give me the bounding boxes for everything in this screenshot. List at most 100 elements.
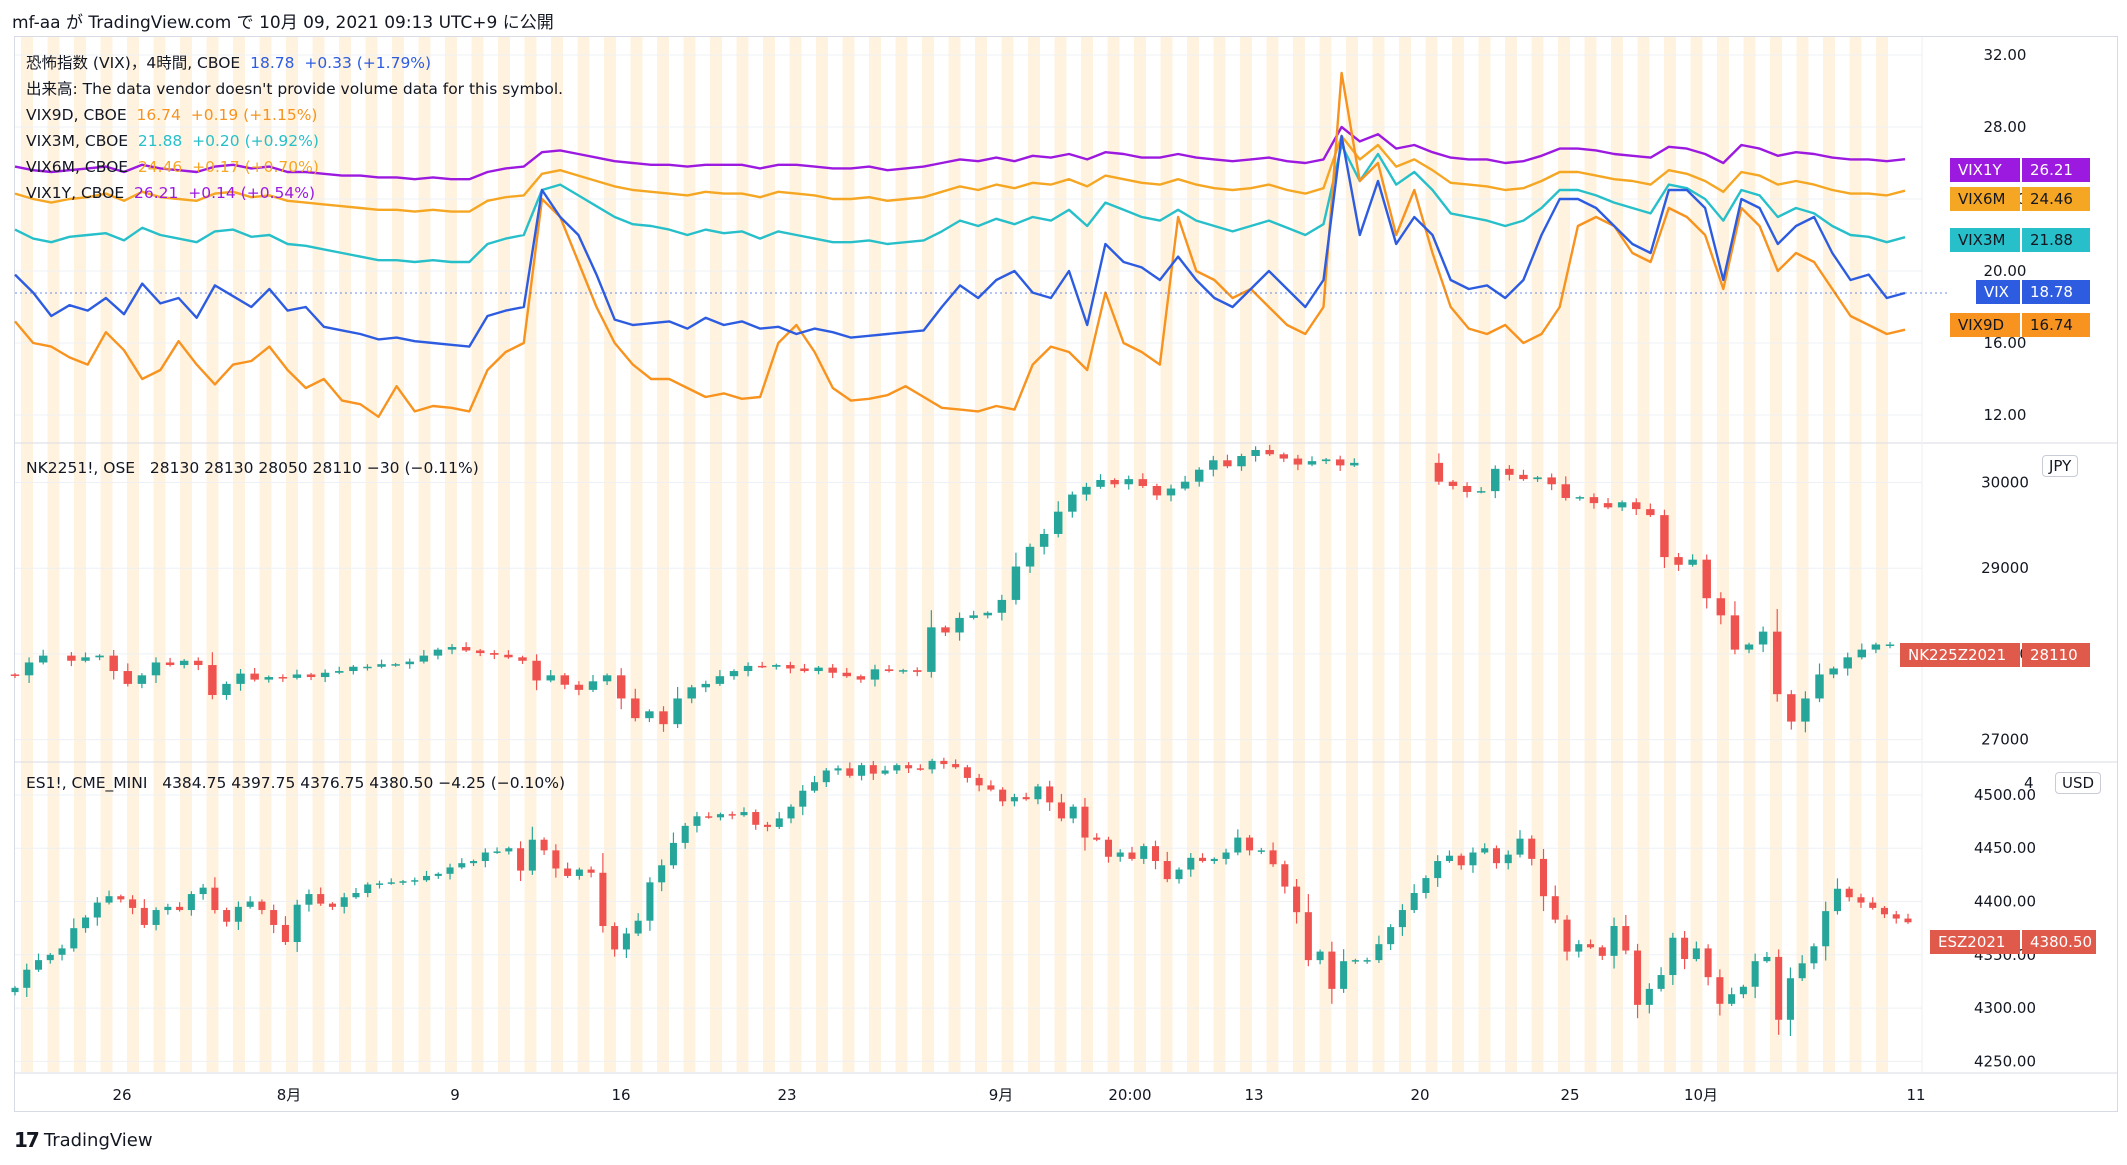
- nk225-candle: [645, 711, 654, 719]
- chart-frame[interactable]: [14, 36, 2118, 1112]
- nk225-candle: [715, 676, 725, 684]
- vix1y-legend-name: VIX1Y, CBOE: [26, 184, 125, 202]
- usd-unit-badge[interactable]: USD: [2055, 772, 2102, 794]
- nk225-candle: [983, 612, 992, 616]
- es-candle: [1551, 896, 1559, 920]
- session-stripe: [524, 37, 537, 1072]
- session-stripe: [1240, 37, 1252, 1072]
- session-stripe: [1425, 37, 1438, 1072]
- es-candle: [1798, 963, 1806, 979]
- es-candle: [611, 926, 619, 950]
- es-candle: [1810, 946, 1818, 964]
- es-candle: [552, 850, 560, 869]
- nk225-candle: [137, 675, 147, 684]
- es-candle: [1069, 806, 1077, 819]
- es-candle: [364, 884, 372, 893]
- es-candle: [1246, 837, 1254, 851]
- es-candle: [858, 765, 866, 776]
- series-line-vix3m: [14, 143, 1906, 264]
- es-candle: [940, 760, 948, 765]
- es-candle: [963, 767, 971, 778]
- session-stripe: [604, 37, 616, 1072]
- nk225-candle: [602, 675, 612, 682]
- nk225-candle: [673, 698, 682, 725]
- es-candle: [716, 814, 724, 818]
- nk225-candle: [1152, 485, 1162, 496]
- vix-legend-change: +0.33 (+1.79%): [304, 54, 432, 72]
- nk225-candle: [828, 667, 837, 673]
- nk225-candle: [884, 669, 894, 672]
- session-stripe: [1823, 37, 1835, 1072]
- es-candle: [1598, 947, 1606, 956]
- nk225-candle: [292, 674, 302, 678]
- nk225-candle: [1025, 546, 1035, 567]
- time-axis-label: 10月: [1684, 1086, 1718, 1104]
- es-candle: [1539, 858, 1548, 897]
- nk225-candle: [81, 657, 90, 661]
- session-stripe: [1558, 37, 1570, 1072]
- es-candle: [681, 825, 689, 843]
- vix-axis-tick: 12.00: [1984, 406, 2027, 424]
- es-candle: [763, 824, 772, 827]
- time-axis-label: 11: [1906, 1086, 1925, 1104]
- vix-axis-tick: 32.00: [1984, 46, 2027, 64]
- session-stripe: [1319, 37, 1332, 1072]
- es-candle: [1199, 857, 1207, 862]
- vix1y-price-tag-label: VIX1Y: [1950, 158, 2020, 182]
- session-stripe: [1372, 37, 1385, 1072]
- es-candle: [1692, 948, 1700, 960]
- jpy-unit-badge[interactable]: JPY: [2042, 455, 2079, 477]
- es-legend-symbol: ES1!, CME_MINI: [26, 774, 148, 792]
- es-candle: [1151, 846, 1160, 862]
- session-stripe: [1717, 37, 1729, 1072]
- time-axis-label: 20: [1410, 1086, 1429, 1104]
- session-stripe: [1134, 37, 1146, 1072]
- vix3m-price-tag-value: 21.88: [2022, 228, 2090, 252]
- es-candle: [952, 764, 960, 768]
- es-candle: [1328, 951, 1336, 989]
- nk225-candle: [1617, 502, 1627, 508]
- es-candle: [775, 818, 783, 827]
- nk225-candle: [461, 647, 471, 651]
- es-candle: [1022, 797, 1030, 800]
- vix3m-legend-change: +0.20 (+0.92%): [192, 132, 319, 150]
- session-stripe: [1399, 37, 1411, 1072]
- es-candle: [1034, 786, 1042, 800]
- es-candle: [1869, 902, 1877, 908]
- nk225-candle: [194, 660, 203, 666]
- nk225-candle: [236, 673, 245, 684]
- vix9d-price-tag-label: VIX9D: [1950, 313, 2020, 337]
- nk225-candle: [123, 671, 133, 684]
- vix3m-price-tag-label: VIX3M: [1950, 228, 2020, 252]
- es-candle: [1210, 858, 1218, 862]
- session-stripe: [21, 37, 33, 1072]
- es-candle: [105, 896, 113, 903]
- nk225-candle: [1054, 511, 1063, 534]
- nk225-candle: [1871, 644, 1881, 650]
- es-candle: [1304, 912, 1312, 961]
- es-candle: [1234, 837, 1242, 853]
- nk225-candle: [335, 671, 344, 673]
- nk225-candle: [1124, 479, 1133, 485]
- nk225-candle: [1505, 468, 1514, 475]
- es-candle: [846, 768, 854, 776]
- tradingview-footer[interactable]: 17 TradingView: [14, 1128, 153, 1152]
- es-candle: [658, 865, 666, 883]
- session-stripe: [551, 37, 563, 1072]
- es-candle: [481, 852, 489, 862]
- es-candle: [1340, 961, 1348, 989]
- es-candle: [1822, 911, 1830, 947]
- nk225-candle: [67, 655, 76, 661]
- vix-legend-meta: ，4時間, CBOE: [130, 54, 241, 72]
- es-candle: [1786, 978, 1794, 1020]
- tradingview-logo-icon: 17: [14, 1128, 40, 1152]
- nk225-candle: [1011, 566, 1021, 600]
- session-stripe: [683, 37, 696, 1072]
- es-candle: [70, 928, 78, 949]
- vix6m-price-tag-value: 24.46: [2022, 187, 2090, 211]
- es-candle: [1387, 927, 1395, 945]
- es-candle: [270, 910, 278, 925]
- nk225-candle: [1251, 449, 1260, 456]
- es-candle: [1775, 956, 1783, 1020]
